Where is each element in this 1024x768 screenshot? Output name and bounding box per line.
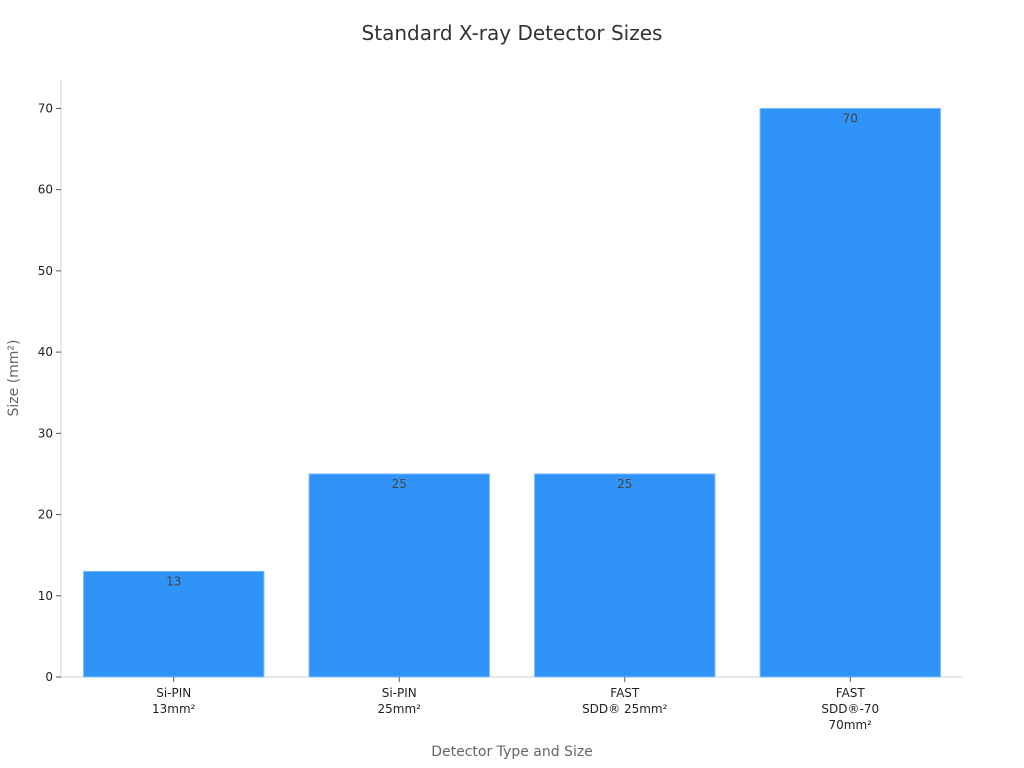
y-tick-label: 50 xyxy=(38,264,53,278)
x-tick-label-line: 70mm² xyxy=(829,718,873,732)
bar xyxy=(759,107,941,678)
y-tick-label: 40 xyxy=(38,345,53,359)
bar xyxy=(534,473,716,678)
x-tick-label-line: Si-PIN xyxy=(382,686,417,700)
bar xyxy=(308,473,490,678)
y-axis-title: Size (mm²) xyxy=(6,340,22,417)
x-tick-label-line: 13mm² xyxy=(152,702,196,716)
y-tick-label: 70 xyxy=(38,101,53,115)
x-tick-label: FAST SDD®-70 70mm² xyxy=(821,686,879,732)
y-tick-label: 20 xyxy=(38,508,53,522)
x-tick-label: Si-PIN 13mm² xyxy=(152,686,196,716)
chart-title: Standard X-ray Detector Sizes xyxy=(362,21,663,45)
bar xyxy=(83,570,265,678)
x-tick-label-line: SDD®-70 xyxy=(821,702,879,716)
x-tick-label-line: 25mm² xyxy=(378,702,422,716)
x-tick-label-line: FAST xyxy=(610,686,640,700)
bar-value-label: 13 xyxy=(166,574,181,588)
y-tick-label: 10 xyxy=(38,589,53,603)
x-tick-label-line: FAST xyxy=(836,686,866,700)
x-tick-label-line: Si-PIN xyxy=(156,686,191,700)
bar-value-label: 70 xyxy=(843,111,858,125)
x-tick-label-line: SDD® 25mm² xyxy=(582,702,668,716)
bar-value-label: 25 xyxy=(617,477,632,491)
y-tick-label: 60 xyxy=(38,183,53,197)
x-tick-label: FAST SDD® 25mm² xyxy=(582,686,668,716)
y-tick-label: 0 xyxy=(45,670,53,684)
x-axis-title: Detector Type and Size xyxy=(431,744,593,760)
bar-value-label: 25 xyxy=(392,477,407,491)
y-tick-label: 30 xyxy=(38,426,53,440)
x-tick-label: Si-PIN 25mm² xyxy=(378,686,422,716)
plot-area: 0 10 20 30 40 50 60 70 13 Si-PIN 13mm² 25 Si-PIN 25mm… xyxy=(38,80,963,732)
